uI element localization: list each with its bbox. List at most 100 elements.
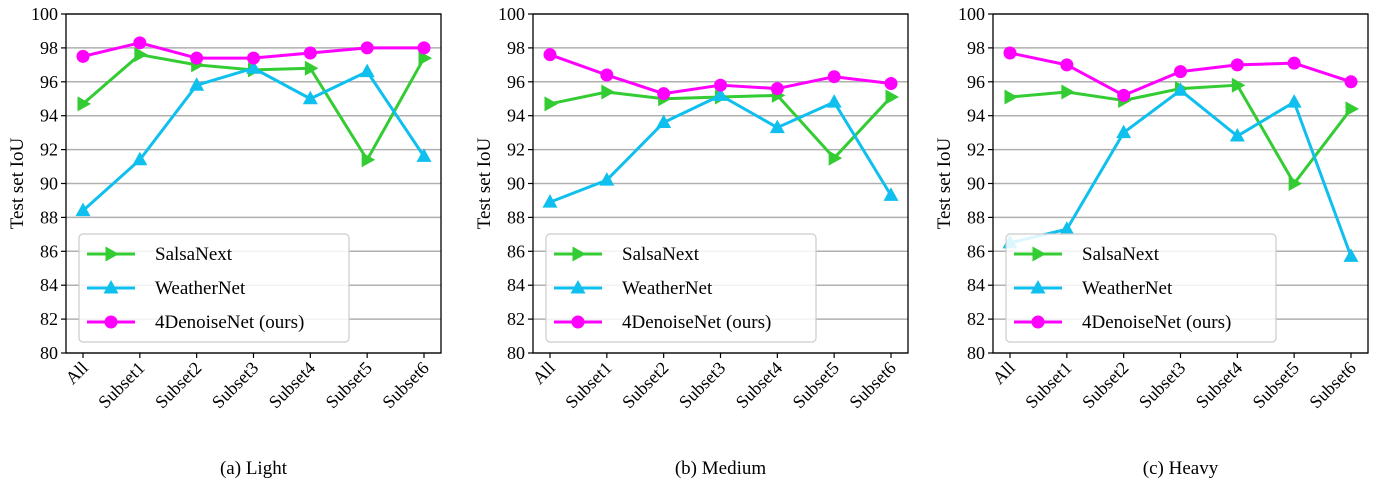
y-tick-label: 94 [967,106,985,126]
data-point [1117,88,1131,102]
data-point [600,68,614,82]
legend: SalsaNext WeatherNet 4DenoiseNet (ours) [545,233,817,343]
data-point [76,49,90,63]
chart-caption: (b) Medium [675,458,767,479]
data-point [359,63,375,78]
x-tick-label: Subset4 [1192,358,1246,412]
x-tick-label: Subset2 [618,358,672,412]
data-point [1287,56,1301,70]
series-line [549,93,893,204]
legend-label: 4DenoiseNet (ours) [1082,312,1231,333]
y-tick-label: 90 [967,174,985,194]
y-tick-label: 82 [507,309,525,329]
legend: SalsaNext WeatherNet 4DenoiseNet (ours) [1005,233,1277,343]
series-line [549,90,893,160]
data-point [883,187,899,201]
data-point [827,70,841,84]
x-tick-label: Subset2 [1078,358,1132,412]
data-point [543,48,557,62]
data-point [885,89,899,105]
legend-label: SalsaNext [1082,244,1160,265]
y-tick-label: 84 [40,275,58,295]
x-tick-label: Subset1 [1021,358,1075,412]
y-tick-label: 96 [40,72,58,92]
y-axis-label: Test set IoU [934,137,955,229]
x-tick-label: Subset3 [1135,358,1189,412]
data-point [769,119,785,134]
series-line [1009,83,1353,185]
y-tick-label: 92 [507,140,525,160]
data-point [1229,128,1245,142]
legend-label: WeatherNet [1082,278,1173,299]
legend-box [545,233,817,343]
data-point [1345,101,1359,117]
legend-box [78,233,350,343]
data-point [77,96,91,112]
data-point [1003,46,1017,60]
data-point [713,87,728,101]
y-tick-label: 98 [40,38,58,58]
legend-label: SalsaNext [155,244,233,265]
data-point [418,50,432,66]
x-tick-label: All [528,358,558,388]
y-tick-label: 82 [40,309,58,329]
y-tick-label: 100 [958,4,985,24]
series-weathernet [542,87,899,208]
x-tick-label: Subset3 [208,358,262,412]
data-point [1116,124,1132,139]
y-tick-label: 82 [967,309,985,329]
legend-marker [1032,246,1046,262]
data-point [360,41,374,55]
data-point [828,150,843,166]
data-point [1286,94,1302,108]
data-point [714,78,727,92]
y-tick-label: 84 [967,275,985,295]
y-tick-label: 88 [507,207,525,227]
legend-marker [1031,315,1045,329]
x-tick-label: Subset5 [1249,358,1303,412]
y-tick-label: 80 [507,343,525,363]
data-point [1344,75,1358,89]
x-tick-label: Subset6 [845,358,899,412]
data-point [1061,84,1075,100]
data-point [1059,221,1075,235]
data-point [542,194,558,208]
x-tick-label: Subset3 [675,358,729,412]
y-tick-label: 90 [507,174,525,194]
legend-label: SalsaNext [622,244,700,265]
x-tick-label: Subset2 [151,358,205,412]
series-4denoisenet [543,48,898,101]
x-tick-label: Subset5 [789,358,843,412]
y-tick-label: 92 [40,140,58,160]
series-4denoisenet [1003,46,1358,102]
y-tick-label: 88 [967,207,985,227]
data-point [189,77,205,91]
y-tick-label: 98 [507,38,525,58]
series-weathernet [1002,82,1359,262]
legend-marker [105,246,119,262]
data-point [303,46,317,60]
legend-label: 4DenoiseNet (ours) [155,312,304,333]
y-tick-label: 84 [507,275,525,295]
data-point [304,60,319,76]
series-4denoisenet [76,36,431,65]
x-tick-label: Subset6 [1305,358,1359,412]
y-tick-label: 94 [507,106,525,126]
y-axis-label: Test set IoU [7,137,28,229]
series-weathernet [75,60,432,217]
y-tick-label: 92 [967,140,985,160]
series-line [81,66,426,212]
data-point [417,41,431,55]
data-point [132,151,148,166]
data-point [1004,89,1018,105]
data-point [884,76,898,90]
data-point [1060,58,1074,72]
data-point [361,152,376,168]
legend-label: WeatherNet [622,278,713,299]
legend-label: 4DenoiseNet (ours) [622,312,771,333]
legend-marker [103,280,119,294]
legend-marker [571,315,585,329]
data-point [246,60,261,74]
data-point [75,202,91,217]
